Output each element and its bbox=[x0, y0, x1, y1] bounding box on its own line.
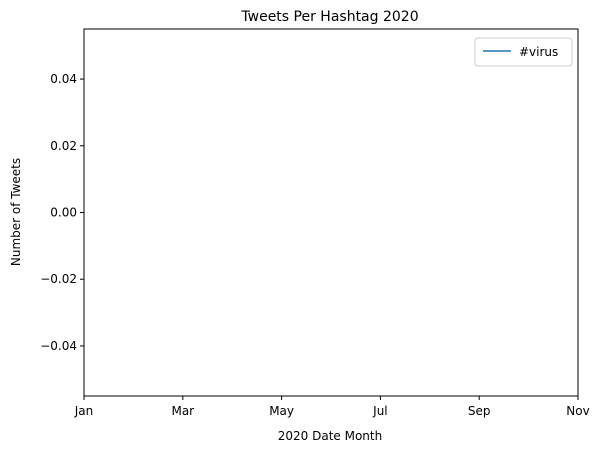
x-axis-label: 2020 Date Month bbox=[278, 429, 382, 443]
x-axis-ticks: Jan Mar May Jul Sep Nov bbox=[74, 396, 590, 418]
plot-area bbox=[83, 28, 579, 397]
y-tick-label: 0.00 bbox=[50, 206, 77, 220]
x-tick-label: Jul bbox=[372, 404, 387, 418]
y-tick-label: 0.04 bbox=[50, 72, 77, 86]
y-tick-label: −0.02 bbox=[40, 272, 77, 286]
y-axis-ticks: 0.04 0.02 0.00 −0.02 −0.04 bbox=[40, 72, 84, 353]
plot-frame bbox=[83, 28, 579, 397]
y-tick-label: −0.04 bbox=[40, 339, 77, 353]
x-tick-label: Jan bbox=[74, 404, 94, 418]
x-tick-label: Sep bbox=[468, 404, 491, 418]
x-tick-label: Nov bbox=[566, 404, 589, 418]
legend-box bbox=[474, 37, 573, 67]
x-tick-label: Mar bbox=[171, 404, 194, 418]
y-tick-label: 0.02 bbox=[50, 139, 77, 153]
chart-title: Tweets Per Hashtag 2020 bbox=[240, 9, 418, 25]
y-axis-label: Number of Tweets bbox=[9, 158, 23, 266]
x-tick-label: May bbox=[269, 404, 294, 418]
legend-label: #virus bbox=[519, 45, 558, 59]
legend: #virus bbox=[474, 37, 573, 67]
